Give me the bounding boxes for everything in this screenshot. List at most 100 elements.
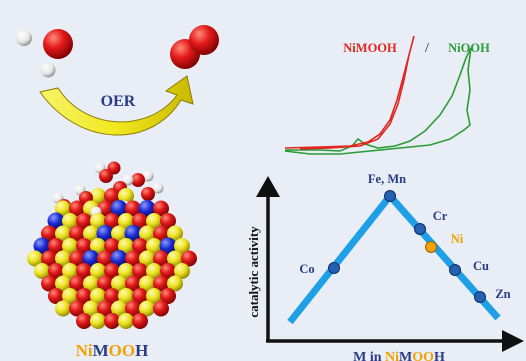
nickel-atom xyxy=(118,188,134,204)
nickel-atom xyxy=(118,238,134,254)
nickel-atom xyxy=(174,238,190,254)
nickel-atom xyxy=(167,225,183,242)
point-cr: Cr xyxy=(414,209,448,235)
point-cu: Cu xyxy=(449,259,489,276)
water-molecule xyxy=(16,29,73,78)
oxygen-atom xyxy=(153,225,169,242)
oxygen-atom xyxy=(48,288,64,304)
oxygen-atom xyxy=(153,200,169,217)
nickel-atom xyxy=(83,275,99,292)
nickel-atom xyxy=(27,250,43,267)
nickel-atom xyxy=(90,188,106,204)
nimooh-nanoparticle xyxy=(27,161,197,329)
oxygen-atom xyxy=(99,169,113,183)
oxygen-atom xyxy=(131,173,145,187)
y-axis-arrowhead xyxy=(256,176,280,197)
oxygen-atom xyxy=(104,263,120,279)
x-axis-arrowhead xyxy=(502,330,524,352)
polarization-plot: NiMOOH / NiOOH xyxy=(284,35,490,155)
metal-dopant-atom xyxy=(82,250,100,267)
oxygen-atom xyxy=(41,275,57,292)
nickel-atom xyxy=(83,225,99,242)
oxygen-atom xyxy=(125,250,141,267)
oxygen-atom xyxy=(48,263,64,279)
oxygen-atom xyxy=(153,300,169,317)
nickel-atom xyxy=(90,213,106,229)
oxygen-atom xyxy=(125,275,141,292)
nickel-atom xyxy=(55,250,71,267)
nickel-atom xyxy=(55,275,71,292)
volcano-plot: catalytic activity M in NiMOOH Co Fe, Mn… xyxy=(246,172,524,361)
nickel-atom xyxy=(111,300,127,317)
oxygen-atom xyxy=(132,288,148,304)
nickel-atom xyxy=(118,263,134,279)
nickel-atom xyxy=(34,263,50,279)
oxygen-atom xyxy=(69,300,85,317)
svg-text:Zn: Zn xyxy=(495,287,510,301)
nickel-atom xyxy=(62,263,78,279)
nickel-atom xyxy=(83,300,99,317)
legend-separator: / xyxy=(425,41,429,56)
svg-text:Ni: Ni xyxy=(451,232,464,246)
nickel-atom xyxy=(174,263,190,279)
nickel-atom xyxy=(90,288,106,304)
point-zn: Zn xyxy=(474,287,511,303)
oer-label: OER xyxy=(101,93,136,110)
legend-niooh: NiOOH xyxy=(448,41,490,55)
oxygen-atom xyxy=(69,225,85,242)
oxygen-molecule xyxy=(170,25,219,69)
point-co: Co xyxy=(299,262,340,276)
oxygen-atom xyxy=(104,313,120,329)
oxygen-atom xyxy=(76,288,92,304)
oxygen-atom xyxy=(125,200,141,217)
oxygen-atom xyxy=(97,275,113,292)
hydrogen-atom xyxy=(152,182,164,194)
oxygen-atom xyxy=(141,187,155,201)
svg-text:Co: Co xyxy=(299,262,314,276)
svg-text:Fe, Mn: Fe, Mn xyxy=(368,172,406,186)
volcano-line xyxy=(287,192,501,325)
svg-text:Cr: Cr xyxy=(433,209,448,223)
oxygen-atom xyxy=(132,263,148,279)
oxygen-atom xyxy=(104,288,120,304)
nickel-atom xyxy=(111,225,127,242)
metal-dopant-atom xyxy=(124,225,142,242)
oxygen-atom xyxy=(132,213,148,229)
nickel-atom xyxy=(118,288,134,304)
metal-dopant-atom xyxy=(96,225,114,242)
oxygen-atom xyxy=(104,238,120,254)
oxygen-atom xyxy=(76,238,92,254)
nickel-atom xyxy=(55,300,71,317)
metal-dopant-atom xyxy=(47,212,65,230)
oxygen-atom xyxy=(132,238,148,254)
oxygen-atom xyxy=(48,238,64,254)
oxygen-atom xyxy=(97,250,113,267)
point-fe-mn: Fe, Mn xyxy=(368,172,406,202)
nickel-atom xyxy=(167,275,183,292)
material-label: NiMOOH xyxy=(76,341,149,360)
oxygen-atom xyxy=(153,275,169,292)
nickel-atom xyxy=(139,300,155,317)
nickel-atom xyxy=(111,275,127,292)
nickel-atom xyxy=(146,238,162,254)
nickel-atom xyxy=(146,263,162,279)
oxygen-atom xyxy=(76,263,92,279)
oxygen-atom xyxy=(153,250,169,267)
point-ni: Ni xyxy=(425,232,464,253)
nickel-atom xyxy=(146,288,162,304)
hydrogen-atom xyxy=(142,170,154,182)
nickel-atom xyxy=(118,213,134,229)
nickel-atom xyxy=(90,238,106,254)
nickel-atom xyxy=(139,250,155,267)
nickel-atom xyxy=(118,313,134,329)
metal-dopant-atom xyxy=(138,200,156,217)
oxygen-atom xyxy=(160,288,176,304)
nickel-atom xyxy=(146,213,162,229)
oxygen-atom xyxy=(69,275,85,292)
oxygen-atom xyxy=(41,225,57,242)
oxygen-atom xyxy=(69,250,85,267)
nickel-atom xyxy=(62,213,78,229)
oxygen-atom xyxy=(76,213,92,229)
oer-arrow xyxy=(39,75,194,136)
